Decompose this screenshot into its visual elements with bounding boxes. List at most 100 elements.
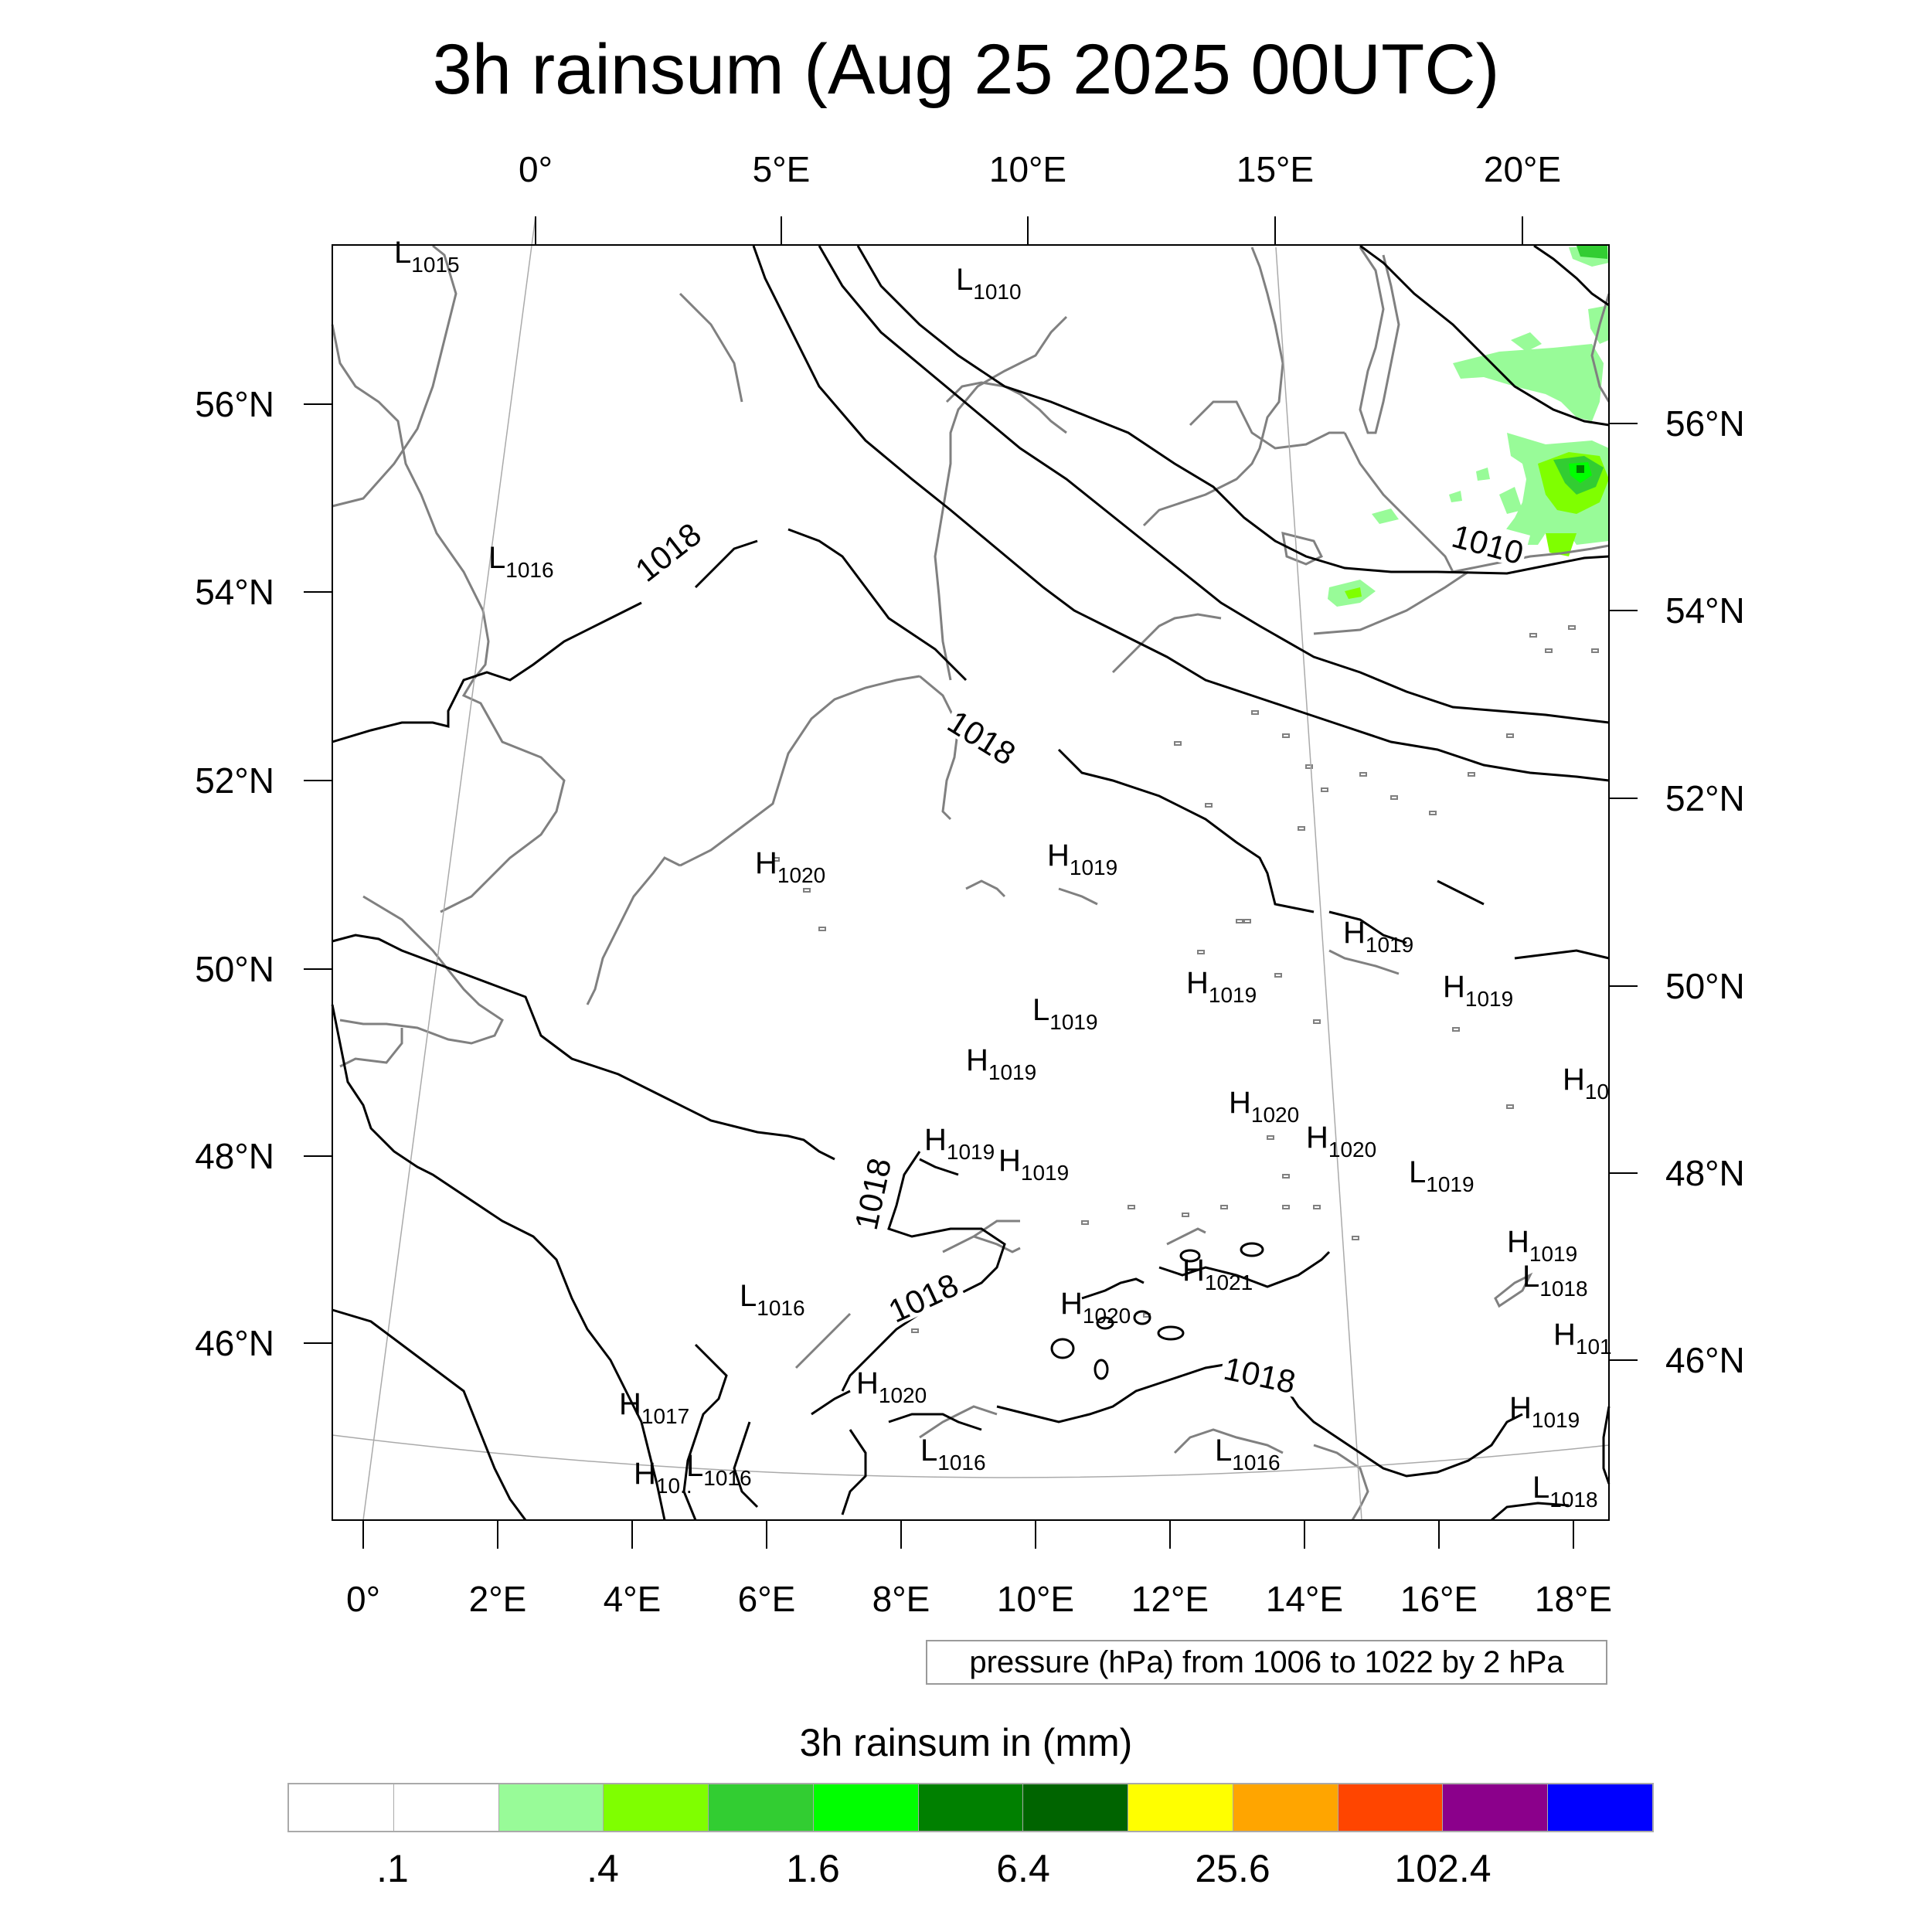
isobar-label-bg [845,1151,896,1235]
isobar [919,1158,959,1176]
coast-speck [1267,1135,1274,1140]
lat-tick-label-right: 50°N [1665,966,1745,1006]
high-pressure-label: H1020 [1306,1121,1376,1162]
rain-patch [1345,587,1362,599]
coastline [679,675,920,867]
rain-patch [1453,344,1604,421]
colorbar-swatch [393,1784,499,1831]
meridian-0 [362,216,536,1521]
coastline [332,244,457,508]
coastline [1452,544,1610,573]
lat-tick-label-right: 52°N [1665,778,1745,818]
lat-tick-label-left: 52°N [195,760,274,801]
isobar-closed [1179,1249,1201,1263]
axis-ticks [304,216,1638,1549]
coast-speck [1197,950,1205,954]
lat-tick-label-left: 50°N [195,949,274,989]
isobar [752,245,1610,782]
colorbar-swatch [918,1784,1024,1831]
pressure-centers: L1015 L1010 L1016 H1020 H1019 H1019 H1019 H1019… [394,236,1612,1512]
coast-speck [1506,1104,1514,1109]
lat-tick-label-left: 54°N [195,572,274,612]
high-pressure-label: H1019 [1343,916,1413,957]
isobar [332,601,642,743]
isobar [1057,748,1315,913]
lon-tick-label-top: 0° [519,149,553,189]
coast-speck [803,888,811,893]
coast-speck [1568,625,1576,630]
colorbar-swatch [813,1784,919,1831]
lon-tick-label-bottom: 10°E [997,1579,1074,1619]
low-pressure-label: L1018 [1532,1471,1598,1512]
isobar [1437,879,1485,906]
rain-patch [1577,246,1607,259]
lon-tick-label-bottom: 2°E [469,1579,527,1619]
coast-speck [1429,811,1437,815]
low-pressure-label: L1016 [686,1449,752,1490]
coast-speck [1298,826,1305,831]
lon-tick-label-bottom: 6°E [738,1579,796,1619]
low-pressure-label: L1019 [1032,993,1098,1034]
lon-tick-label-top: 15°E [1236,149,1314,189]
coastline [965,879,1006,898]
coast-speck [1243,919,1251,923]
high-pressure-label: H1019 [1507,1225,1577,1266]
coast-speck [1182,1213,1189,1217]
coastline [1313,1444,1369,1521]
high-pressure-label: H1019 [924,1123,995,1164]
isobar [682,1343,728,1521]
coast-speck [1282,733,1290,738]
isobar-label: 1018 [1221,1350,1299,1400]
rain-patch [1546,533,1577,556]
high-pressure-label: H1019 [966,1043,1036,1084]
coastline [919,675,960,821]
lon-tick-label-bottom: 8°E [872,1579,930,1619]
colorbar-swatch [1548,1784,1652,1831]
coastline [934,315,1068,681]
coastline [945,381,1067,434]
isobar [811,1389,851,1416]
high-pressure-label: H1021 [1182,1253,1253,1294]
isobar [1533,244,1610,307]
lon-tick-label-bottom: 16°E [1400,1579,1478,1619]
low-pressure-label: L1016 [488,541,554,582]
isobar [331,1004,666,1521]
coast-speck [1352,1236,1359,1240]
isobar [888,1413,982,1431]
lon-tick-label-bottom: 4°E [604,1579,662,1619]
colorbar-swatch [604,1784,709,1831]
isobar [733,1421,759,1509]
coast-speck [1545,648,1553,653]
coastline [1494,1272,1533,1308]
lon-tick-label-top: 5°E [753,149,811,189]
isobar-label-bg [1219,1348,1302,1398]
coast-speck [1452,1027,1460,1032]
coast-speck [1282,1205,1290,1209]
colorbar-swatch [1128,1784,1233,1831]
rain-patch [1511,332,1542,352]
coastline [586,856,681,1005]
coastline [1313,570,1469,635]
coastline [1166,1227,1206,1246]
isobar [996,1362,1230,1423]
high-pressure-label: H10 [1563,1063,1609,1104]
coastline [679,292,743,403]
low-pressure-label: L1015 [394,236,460,277]
high-pressure-label: H101 [1553,1318,1612,1359]
pressure-contour-note: pressure (hPa) from 1006 to 1022 by 2 hP… [926,1640,1607,1685]
isobar [332,1308,527,1521]
coast-speck [1174,741,1182,746]
low-pressure-label: L1010 [956,263,1022,304]
colorbar-swatch [709,1784,814,1831]
isobar-label-bg [879,1264,964,1328]
coastline [1328,949,1400,975]
coastline [339,1028,403,1068]
coastline [1281,531,1324,566]
rain-patch [1577,465,1584,473]
chart-title: 3h rainsum (Aug 25 2025 00UTC) [432,30,1500,109]
lon-tick-label-bottom: 12°E [1131,1579,1209,1619]
parallel-45n [332,1434,1610,1478]
lon-tick-label-top: 20°E [1484,149,1561,189]
isobar [1514,949,1610,960]
